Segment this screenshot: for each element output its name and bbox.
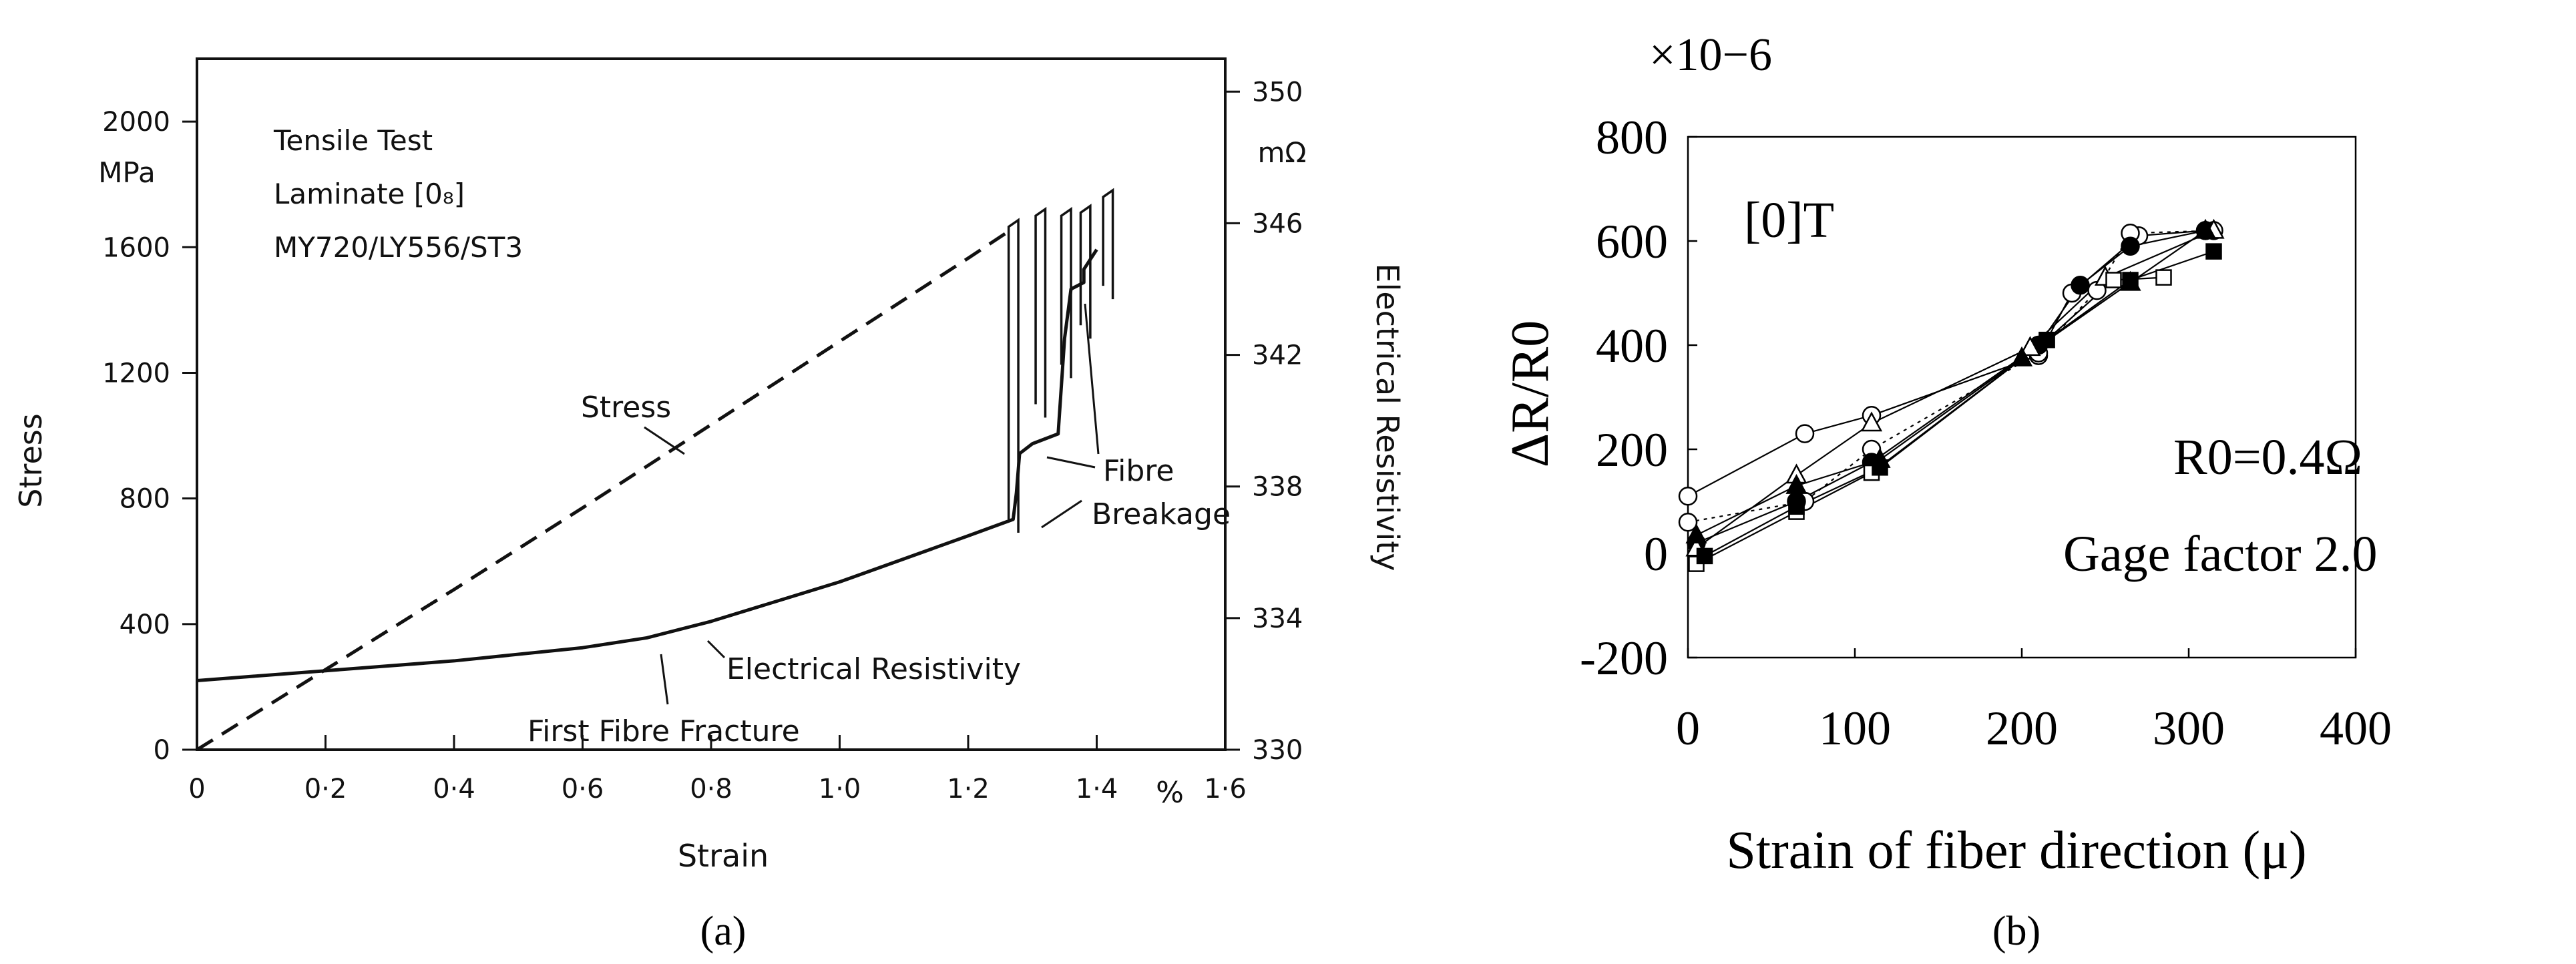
panel-a-info-line-2: Laminate [0₈]	[274, 178, 465, 210]
panel-b-annotation-0T: [0]T	[1744, 192, 1834, 248]
panel-b-caption: (b)	[1992, 909, 2041, 954]
panel-b-point-open-square	[2105, 272, 2122, 288]
panel-a-y2-tick-label: 330	[1252, 735, 1303, 766]
panel-a-breakage-spike	[1060, 206, 1072, 379]
panel-b-point-open-circle	[1795, 424, 1815, 443]
panel-b-annotation-r0: R0=0.4Ω	[2173, 429, 2362, 485]
panel-b-series-line-7	[1704, 250, 2214, 557]
panel-a-x-tick-label: 0·6	[562, 774, 604, 804]
panel-a-breakage-spike	[1079, 204, 1092, 339]
panel-a-resistivity-line	[196, 248, 1098, 682]
panel-b-y-tick-label: 600	[1596, 215, 1668, 268]
panel-b-y-tick-label: -200	[1580, 632, 1668, 685]
panel-b-point-filled-circle	[2121, 236, 2140, 256]
panel-a-fibre-arrow-1	[1046, 456, 1096, 469]
panel-b-point-open-circle	[1678, 486, 1698, 506]
panel-a-y-tick-label: 1600	[102, 232, 170, 263]
panel-a-x-tick-label: 0	[188, 774, 205, 804]
panel-a-x-tick-label: 0·2	[304, 774, 347, 804]
panel-b-y-tick-label: 800	[1596, 111, 1668, 164]
panel-a-ylabel: Stress	[13, 413, 49, 507]
panel-b-point-filled-square	[2205, 243, 2222, 260]
panel-a-y2label-unit: mΩ	[1257, 136, 1306, 169]
panel-b-x-tick-label: 200	[1986, 702, 2058, 755]
panel-b-point-filled-square	[1872, 459, 1888, 476]
panel-a-annotation-stress: Stress	[581, 391, 671, 425]
panel-a-xlabel: Strain	[678, 838, 769, 874]
panel-a-annotation-first-fracture: First Fibre Fracture	[527, 714, 800, 748]
panel-b-x-tick-label: 0	[1676, 702, 1700, 755]
panel-a-y-tick-label: 0	[154, 735, 170, 766]
panel-b-point-filled-square	[1696, 547, 1713, 565]
panel-b-y-tick-label: 400	[1596, 319, 1668, 373]
panel-a-y-tick-label: 800	[120, 484, 170, 515]
panel-a-y-tick-label: 1200	[102, 358, 170, 389]
panel-a-y2-tick-label: 338	[1252, 472, 1303, 503]
panel-a-first-fracture-arrow	[660, 654, 669, 705]
panel-b-series-line-5	[1696, 230, 2206, 536]
panel-b-x-tick-label: 100	[1819, 702, 1891, 755]
panel-b-point-open-triangle	[1860, 411, 1883, 432]
panel-b-annotation-gage: Gage factor 2.0	[2063, 526, 2378, 582]
panel-a-breakage-spike	[1102, 188, 1114, 300]
panel-b-point-filled-triangle	[2010, 346, 2033, 367]
panel-a-y-tick-label: 2000	[102, 107, 170, 138]
panel-a-caption: (a)	[700, 909, 746, 954]
panel-a-y2-tick-label: 346	[1252, 208, 1303, 239]
panel-a-x-tick-label: 1·2	[947, 774, 990, 804]
panel-a-frame	[196, 57, 1227, 751]
panel-b-point-filled-triangle	[2194, 218, 2217, 239]
panel-a-x-tick-label: 0·8	[690, 774, 732, 804]
panel-a-breakage-spike	[1007, 218, 1020, 533]
panel-a-x-tick-label: 1·0	[819, 774, 861, 804]
panel-a-breakage-arrow	[1041, 499, 1082, 529]
panel-b-y-tick-label: 0	[1644, 527, 1668, 581]
panel-b-series-line-1	[1687, 230, 2206, 497]
panel-b-point-filled-triangle	[1785, 473, 1807, 494]
panel-a-info-line-3: MY720/LY556/ST3	[274, 231, 523, 264]
panel-a: 0 0·2 0·4 0·6 0·8 1·0 1·2 1·4 1·6 0 400 800 1200 160…	[13, 57, 1406, 954]
panel-a-annotation-resistivity: Electrical Resistivity	[726, 652, 1021, 686]
panel-a-fibre-arrow-2	[1084, 303, 1100, 455]
panel-b-point-open-square	[2155, 269, 2172, 286]
panel-a-x-unit: %	[1156, 776, 1184, 810]
panel-a-y2-tick-label: 334	[1252, 604, 1303, 634]
panel-b-y-tick-label: 200	[1596, 423, 1668, 477]
panel-a-stress-arrow	[644, 426, 685, 455]
panel-a-x-tick-label: 1·4	[1076, 774, 1118, 804]
panel-b-point-filled-square	[2038, 331, 2055, 348]
panel-a-x-tick-label: 0·4	[433, 774, 475, 804]
panel-b-multiplier: ×10−6	[1649, 29, 1772, 81]
panel-a-resistivity-arrow	[706, 640, 726, 659]
panel-a-stress-line	[196, 226, 1014, 752]
panel-a-annotation-fibre: Fibre	[1103, 454, 1174, 488]
panel-a-info-line-1: Tensile Test	[273, 124, 433, 157]
panel-b-x-tick-label: 300	[2153, 702, 2225, 755]
panel-a-breakage-spike	[1034, 206, 1047, 418]
panel-b-point-filled-triangle	[1685, 523, 1707, 543]
panel-b-point-open-circle	[1678, 512, 1698, 532]
panel-b-point-filled-square	[2122, 272, 2139, 288]
panel-a-x-tick-label: 1·6	[1204, 774, 1247, 804]
panel-b-ylabel: ΔR/R0	[1501, 320, 1560, 467]
panel-b-x-tick-label: 400	[2320, 702, 2392, 755]
panel-a-annotation-breakage: Breakage	[1092, 497, 1231, 531]
panel-b-point-filled-square	[1788, 498, 1805, 515]
panel-a-y2-tick-label: 342	[1252, 340, 1303, 371]
panel-a-y2-tick-label: 350	[1252, 77, 1303, 107]
panel-b-point-filled-circle	[2071, 276, 2090, 295]
panel-b-point-open-triangle	[2019, 336, 2041, 356]
panel-b-series-line-4	[1695, 230, 2214, 549]
panel-b-xlabel: Strain of fiber direction (μ)	[1726, 821, 2306, 880]
panel-a-y-tick-label: 400	[120, 610, 170, 640]
panel-a-y2label: Electrical Resistivity	[1369, 263, 1406, 571]
panel-a-ylabel-unit: MPa	[98, 156, 155, 189]
